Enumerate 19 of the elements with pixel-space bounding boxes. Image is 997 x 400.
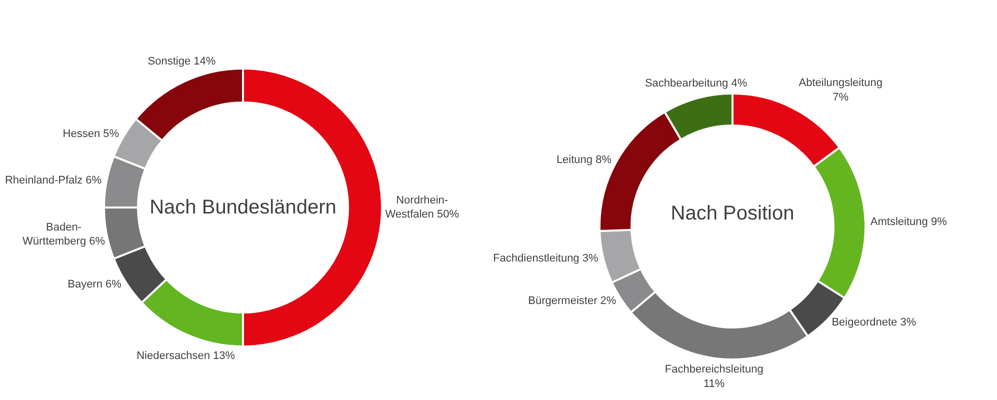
slice-label: Bürgermeister 2% bbox=[528, 294, 616, 307]
slice-label: Abteilungsleitung bbox=[798, 76, 883, 89]
slice-label: Leitung 8% bbox=[556, 154, 612, 166]
text: Nach Bundesländern bbox=[150, 196, 336, 218]
slice-label: Baden-Württemberg 6% bbox=[22, 221, 106, 248]
data-label: 7% bbox=[832, 91, 849, 104]
slice-label: Sachbearbeitung 4% bbox=[644, 78, 748, 90]
slice-label: Fachbereichsleitung bbox=[664, 364, 764, 376]
slice-label: Nordrhein-Westfalen 50% bbox=[385, 194, 460, 221]
slice-label: Rheinland-Pfalz 6% bbox=[4, 174, 102, 187]
slice-label: Amtsleitung 9% bbox=[870, 216, 948, 228]
data-label: 11% bbox=[704, 378, 725, 390]
slice-label: Bayern 6% bbox=[68, 278, 122, 291]
slice-label: Sonstige 14% bbox=[148, 56, 216, 68]
slice-label: Hessen 5% bbox=[62, 128, 120, 140]
slice-label: Fachdienstleitung 3% bbox=[493, 252, 598, 264]
text: Nach Position bbox=[670, 202, 794, 224]
slice-label: Beigeordnete 3% bbox=[832, 316, 916, 328]
slice-label: Niedersachsen 13% bbox=[136, 350, 236, 362]
